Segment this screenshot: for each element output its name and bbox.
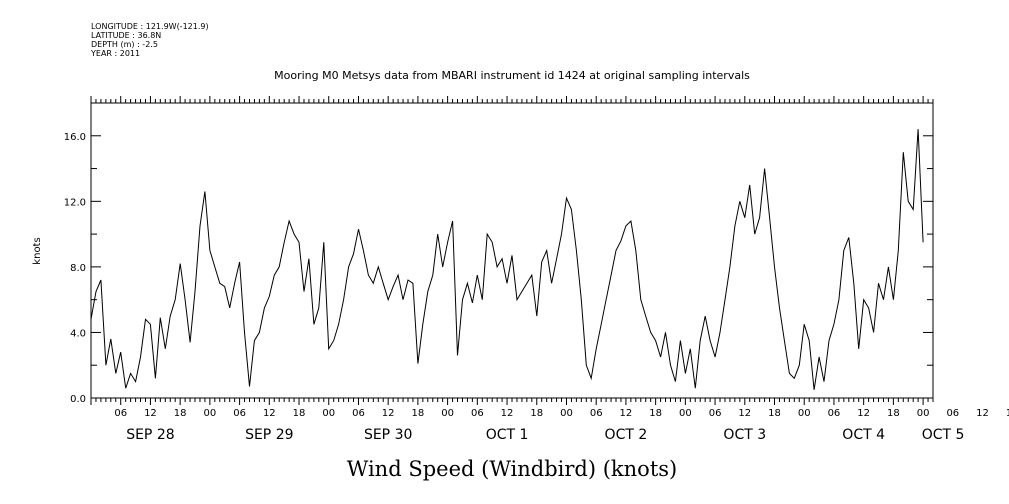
chart-title: Mooring M0 Metsys data from MBARI instru… xyxy=(274,69,750,82)
depth-text: DEPTH (m) : -2.5 xyxy=(91,40,158,49)
x-tick-label: 12 xyxy=(382,408,395,419)
x-tick-label: 06 xyxy=(828,408,841,419)
x-tick-label: 00 xyxy=(560,408,573,419)
x-tick-label: 12 xyxy=(857,408,870,419)
date-label: OCT 4 xyxy=(842,427,885,443)
date-label: SEP 30 xyxy=(364,427,412,443)
x-axis-ticks: 06 12 18 00 06 12 18 00 06 12 18 00 06 12 18 00 06 12 18 00… xyxy=(90,96,1009,443)
x-tick-label: 12 xyxy=(738,408,751,419)
x-tick-label: 00 xyxy=(917,408,930,419)
x-tick-label: 18 xyxy=(649,408,662,419)
x-tick-label: 12 xyxy=(976,408,989,419)
series-line xyxy=(90,129,924,390)
year-text: YEAR : 2011 xyxy=(91,49,141,58)
date-label: OCT 3 xyxy=(723,427,766,443)
x-tick-label: 18 xyxy=(768,408,781,419)
date-label: SEP 28 xyxy=(126,427,174,443)
x-tick-label: 06 xyxy=(709,408,722,419)
y-tick-label: 4.0 xyxy=(70,328,86,339)
x-tick-label: 00 xyxy=(441,408,454,419)
x-tick-label: 00 xyxy=(204,408,217,419)
x-tick-label: 18 xyxy=(293,408,306,419)
y-tick-label: 12.0 xyxy=(64,197,86,208)
x-tick-label: 18 xyxy=(1006,408,1009,419)
x-tick-label: 06 xyxy=(590,408,603,419)
series-group xyxy=(90,129,924,390)
x-tick-label: 06 xyxy=(233,408,246,419)
x-tick-label: 00 xyxy=(798,408,811,419)
x-tick-label: 06 xyxy=(352,408,365,419)
x-tick-label: 12 xyxy=(501,408,514,419)
x-tick-label: 00 xyxy=(679,408,692,419)
y-axis-label: knots xyxy=(32,237,43,264)
x-tick-label: 18 xyxy=(412,408,425,419)
x-tick-label: 06 xyxy=(114,408,127,419)
footer-title: Wind Speed (Windbird) (knots) xyxy=(347,457,677,481)
x-tick-label: 18 xyxy=(174,408,187,419)
x-tick-label: 06 xyxy=(946,408,959,419)
date-label: OCT 5 xyxy=(922,427,965,443)
y-tick-label: 16.0 xyxy=(64,132,86,143)
x-tick-label: 18 xyxy=(530,408,543,419)
x-tick-label: 06 xyxy=(471,408,484,419)
x-tick-label: 12 xyxy=(620,408,633,419)
date-label: OCT 2 xyxy=(605,427,648,443)
x-tick-label: 00 xyxy=(322,408,335,419)
y-axis-ticks: 0.0 4.0 8.0 12.0 16.0 xyxy=(64,102,933,405)
metadata-block: LONGITUDE : 121.9W(-121.9) LATITUDE : 36… xyxy=(91,22,209,58)
x-tick-label: 18 xyxy=(887,408,900,419)
x-tick-label: 12 xyxy=(144,408,157,419)
date-label: SEP 29 xyxy=(245,427,293,443)
y-tick-label: 8.0 xyxy=(70,263,86,274)
x-tick-label: 12 xyxy=(263,408,276,419)
longitude-text: LONGITUDE : 121.9W(-121.9) xyxy=(91,22,209,31)
plot-frame xyxy=(90,102,934,399)
y-tick-label: 0.0 xyxy=(70,394,86,405)
latitude-text: LATITUDE : 36.8N xyxy=(91,31,162,40)
date-label: OCT 1 xyxy=(486,427,529,443)
